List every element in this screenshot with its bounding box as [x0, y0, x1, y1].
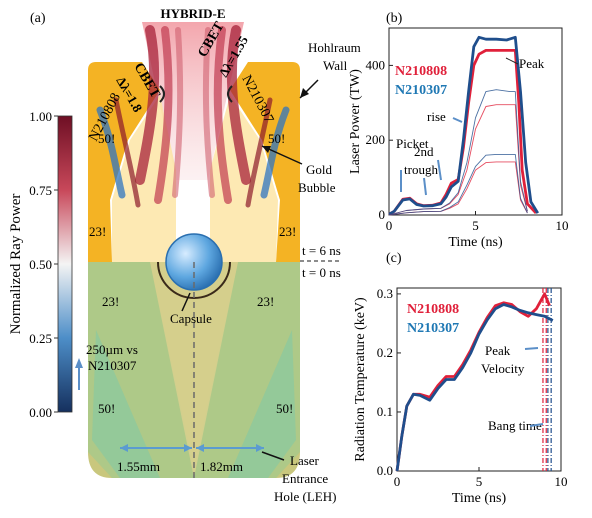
y-tick-label: 0.0 — [377, 463, 393, 478]
colorbar-arrowhead-icon — [75, 358, 83, 368]
panel-c-legend-n210307: N210307 — [407, 321, 459, 336]
panel-a-label: (a) — [30, 11, 46, 26]
leh-dimension — [120, 444, 264, 452]
panel-b-xlabel: Time (ns) — [448, 235, 503, 250]
hohlraum-lower — [88, 262, 300, 478]
leh-label-line-3: Hole (LEH) — [274, 489, 336, 504]
panel-c-legend-n210808: N210808 — [407, 302, 459, 317]
panel-b-legend-n210307: N210307 — [395, 83, 447, 98]
angle-23-right-lower: 23! — [257, 294, 274, 309]
leh-label-line-1: Laser — [290, 453, 320, 468]
cbet-left-arrow-icon — [159, 85, 165, 103]
hohlraum-wall-line-1: Hohlraum — [308, 40, 361, 55]
panel-c-chart: (c) 0 5 10 0.0 0.1 0.2 0.3 Time (ns) Radiation… — [353, 251, 568, 506]
annotation-bang-time: Bang time — [488, 418, 542, 433]
leh-left-size: 1.55mm — [117, 459, 160, 474]
annotation-second: 2nd — [414, 144, 434, 159]
x-tick-label: 0 — [394, 474, 401, 489]
annotation-trough: trough — [404, 162, 438, 177]
panel-c-ylabel: Radiation Temperature (keV) — [353, 297, 368, 462]
panel-c-xlabel: Time (ns) — [452, 491, 507, 506]
annotation-bang-time-arrow-icon — [529, 423, 544, 427]
y-tick-label: 0.2 — [377, 345, 393, 360]
leh-right-size: 1.82mm — [200, 459, 243, 474]
annotation-rise: rise — [427, 109, 446, 124]
panel-b-chart: (b) 0 5 10 0 200 400 Time (ns) Laser Power (T… — [348, 11, 569, 250]
annotation-second-arrow-icon — [437, 159, 442, 181]
time-bottom-label: t = 0 ns — [302, 265, 341, 280]
colorbar-label: Normalized Ray Power — [8, 194, 24, 335]
gold-bubble-line-2: Bubble — [298, 180, 336, 195]
series-secondary — [388, 89, 528, 216]
panel-b-legend-n210808: N210808 — [395, 64, 447, 79]
y-tick-label: 0 — [379, 207, 386, 222]
annotation-peak-c: Peak — [485, 343, 511, 358]
angle-23-left-upper: 23! — [89, 224, 106, 239]
colorbar-tick-4: 0.25 — [29, 331, 52, 346]
annotation-peak: Peak — [519, 56, 545, 71]
angle-50-left-upper: 50! — [98, 131, 115, 146]
annotation-picket: Picket — [396, 136, 429, 151]
hohlraum-upper — [88, 62, 300, 262]
leh-arrow-icon — [261, 451, 285, 461]
gold-bubble-line-1: Gold — [306, 162, 333, 177]
x-tick-label: 0 — [386, 218, 393, 233]
series-secondary — [388, 153, 528, 216]
panel-c-ticks: 0 5 10 0.0 0.1 0.2 0.3 — [377, 286, 568, 489]
angle-50-right-lower: 50! — [276, 401, 293, 416]
panel-c-label: (c) — [386, 251, 402, 266]
colorbar: 1.00 0.75 0.50 0.25 0.00 Normalized Ray … — [8, 109, 83, 420]
hohlraum-wall-line-2: Wall — [323, 58, 348, 73]
panel-b-ticks: 0 5 10 0 200 400 — [366, 57, 569, 233]
angle-50-right-upper: 50! — [268, 131, 285, 146]
x-tick-label: 5 — [476, 474, 483, 489]
series-n210307 — [388, 35, 539, 216]
note-line-1: 250µm vs — [86, 342, 138, 357]
panel-a-title: HYBRID-E — [160, 6, 225, 21]
ray-bundles — [96, 25, 290, 208]
time-top-label: t = 6 ns — [302, 243, 341, 258]
x-tick-label: 10 — [556, 218, 569, 233]
leh-label-line-2: Entrance — [282, 471, 328, 486]
colorbar-tick-1: 1.00 — [29, 109, 52, 124]
annotation-peak-arrow-icon — [505, 57, 519, 65]
x-tick-label: 10 — [555, 474, 568, 489]
y-tick-label: 200 — [366, 132, 386, 147]
colorbar-tick-3: 0.50 — [29, 257, 52, 272]
series-n210307 — [395, 303, 554, 472]
y-tick-label: 0.3 — [377, 286, 393, 301]
panel-b-ylabel: Laser Power (TW) — [348, 69, 363, 174]
panel-c-series — [395, 288, 554, 472]
colorbar-tick-2: 0.75 — [29, 183, 52, 198]
angle-23-right-upper: 23! — [279, 224, 296, 239]
annotation-trough-arrow-icon — [423, 177, 427, 196]
x-tick-label: 5 — [472, 218, 479, 233]
panel-b-series — [388, 35, 539, 216]
annotation-velocity: Velocity — [481, 361, 525, 376]
capsule-label: Capsule — [170, 311, 212, 326]
panel-a: (a) HYBRID-E — [8, 6, 361, 504]
angle-50-left-lower: 50! — [98, 401, 115, 416]
colorbar-tick-5: 0.00 — [29, 405, 52, 420]
note-line-2: N210307 — [88, 358, 137, 373]
panel-b-label: (b) — [386, 11, 403, 26]
hohlraum-wall-arrowhead-icon — [300, 88, 309, 98]
cbet-right-arrow-icon — [227, 85, 233, 103]
capsule-arrow-icon — [181, 292, 191, 312]
colorbar-gradient — [57, 115, 73, 413]
gold-bubble-arrowhead-icon — [262, 146, 271, 153]
annotation-velocity-arrow-icon — [524, 347, 539, 350]
y-tick-label: 400 — [366, 57, 386, 72]
angle-23-left-lower: 23! — [102, 294, 119, 309]
y-tick-label: 0.1 — [377, 404, 393, 419]
annotation-rise-arrow-icon — [452, 117, 463, 123]
